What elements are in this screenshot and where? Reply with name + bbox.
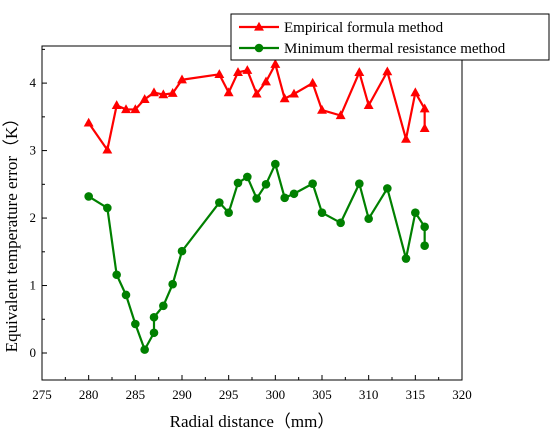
- y-tick-label: 1: [30, 278, 37, 293]
- data-point-min-thermal: [215, 198, 224, 207]
- data-point-min-thermal: [317, 208, 327, 217]
- data-point-empirical: [317, 104, 327, 114]
- x-axis-title: Radial distance（mm）: [170, 412, 335, 431]
- data-point-empirical: [354, 67, 365, 76]
- data-point-empirical: [83, 117, 94, 127]
- data-point-min-thermal: [243, 172, 252, 182]
- x-tick-label: 315: [406, 387, 426, 402]
- x-tick-label: 305: [312, 387, 332, 402]
- data-point-min-thermal: [308, 179, 317, 188]
- data-point-min-thermal: [401, 254, 411, 263]
- x-tick-label: 300: [266, 387, 286, 402]
- data-point-min-thermal: [149, 312, 159, 322]
- x-tick-label: 280: [79, 387, 99, 402]
- data-point-empirical: [102, 144, 113, 154]
- data-point-empirical: [158, 89, 169, 99]
- data-point-min-thermal: [355, 179, 364, 188]
- data-point-min-thermal: [383, 184, 392, 193]
- data-point-min-thermal: [140, 345, 149, 354]
- y-tick-label: 0: [30, 345, 37, 360]
- data-point-min-thermal: [261, 180, 271, 189]
- legend-marker: [254, 21, 264, 31]
- data-point-empirical: [261, 76, 271, 86]
- legend-label: Minimum thermal resistance method: [284, 41, 506, 57]
- data-point-min-thermal: [289, 189, 299, 199]
- legend-label: Empirical formula method: [284, 20, 444, 36]
- data-point-min-thermal: [84, 192, 93, 201]
- data-point-min-thermal: [420, 222, 429, 232]
- x-tick-label: 295: [219, 387, 239, 402]
- data-point-min-thermal: [364, 214, 373, 224]
- data-point-empirical: [335, 110, 346, 120]
- x-tick-label: 275: [32, 387, 52, 402]
- y-tick-label: 3: [30, 143, 37, 158]
- data-point-empirical: [167, 88, 178, 97]
- data-point-empirical: [177, 74, 187, 84]
- data-point-min-thermal: [280, 193, 289, 203]
- data-point-empirical: [270, 59, 281, 68]
- x-tick-label: 285: [126, 387, 146, 402]
- data-point-empirical: [363, 100, 374, 110]
- data-point-empirical: [139, 94, 150, 103]
- data-point-empirical: [121, 104, 131, 114]
- data-point-min-thermal: [112, 270, 121, 280]
- data-point-min-thermal: [420, 241, 429, 251]
- data-point-empirical: [242, 65, 253, 74]
- data-point-empirical: [149, 87, 159, 97]
- data-point-empirical: [223, 87, 234, 97]
- data-point-empirical: [214, 69, 225, 78]
- y-axis-title: Equivalent temperature error（K）: [2, 110, 21, 353]
- data-point-empirical: [382, 66, 393, 76]
- data-point-empirical: [419, 103, 430, 113]
- data-point-empirical: [410, 87, 421, 97]
- plot-frame: [41, 45, 463, 381]
- legend-marker: [254, 43, 264, 53]
- y-tick-label: 2: [30, 210, 37, 225]
- data-point-min-thermal: [121, 290, 131, 300]
- x-tick-label: 320: [452, 387, 472, 402]
- data-point-empirical: [419, 123, 430, 132]
- data-point-min-thermal: [168, 279, 177, 289]
- data-point-empirical: [401, 133, 411, 143]
- data-point-min-thermal: [411, 208, 420, 217]
- data-point-min-thermal: [159, 301, 168, 311]
- series-line-0: [87, 63, 426, 152]
- data-point-min-thermal: [149, 328, 159, 338]
- data-point-min-thermal: [336, 218, 345, 228]
- x-tick-label: 290: [172, 387, 192, 402]
- data-point-min-thermal: [224, 208, 233, 217]
- legend-box: [230, 13, 550, 61]
- data-point-empirical: [251, 88, 262, 98]
- series-line-1: [88, 162, 426, 351]
- data-point-min-thermal: [233, 178, 243, 188]
- data-point-empirical: [130, 104, 141, 114]
- x-tick-label: 310: [359, 387, 379, 402]
- data-point-min-thermal: [252, 194, 261, 203]
- data-point-min-thermal: [271, 159, 280, 169]
- data-point-empirical: [279, 93, 290, 103]
- data-point-empirical: [307, 77, 318, 87]
- data-point-min-thermal: [177, 246, 187, 256]
- data-point-empirical: [111, 100, 122, 110]
- data-point-min-thermal: [131, 319, 140, 329]
- data-point-min-thermal: [103, 203, 112, 213]
- data-point-empirical: [289, 88, 299, 98]
- data-point-empirical: [233, 67, 243, 76]
- y-tick-label: 4: [30, 75, 37, 90]
